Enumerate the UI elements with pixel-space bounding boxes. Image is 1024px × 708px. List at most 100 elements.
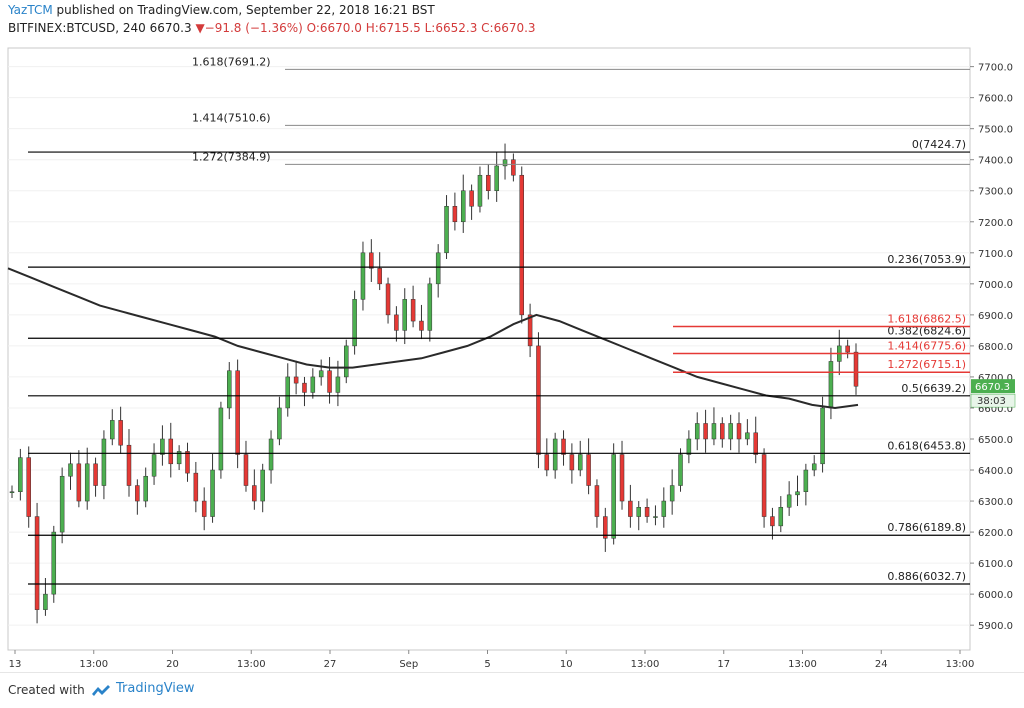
candle-body (519, 174, 524, 316)
price-chart[interactable]: 5900.0 6000.0 6100.0 6200.0 6300.0 6400.0 6500… (0, 40, 1024, 670)
x-tick-label: 17 (717, 659, 730, 670)
candle-body (669, 485, 675, 502)
candle-body (318, 370, 324, 378)
x-tick-label: 10 (560, 659, 573, 670)
candle-body (820, 407, 825, 465)
fib-level-label: 1.414(7510.6) (192, 111, 271, 124)
y-tick-label: 7100.0 (978, 249, 1013, 260)
candle-body (435, 252, 441, 285)
candle-body (327, 370, 332, 393)
y-tick-label: 7300.0 (978, 187, 1013, 198)
candle-body (193, 472, 199, 502)
candle-body (678, 454, 683, 486)
candle-body (93, 463, 98, 486)
y-tick-label: 5900.0 (978, 621, 1013, 632)
fib-level-label: 0.786(6189.8) (887, 521, 966, 534)
candle-body (460, 190, 466, 223)
candle-body (527, 314, 533, 347)
chart-header: YazTCM published on TradingView.com, Sep… (0, 0, 1024, 40)
candle-body (594, 485, 600, 517)
candle-body (853, 351, 859, 387)
candle-body (536, 345, 541, 455)
fib-level-label: 1.618(6862.5) (887, 313, 966, 326)
candle-body (745, 432, 750, 440)
publish-line: YazTCM published on TradingView.com, Sep… (8, 3, 435, 17)
candle-body (469, 190, 474, 207)
plot-area (7, 47, 971, 651)
candle-body (51, 531, 57, 595)
candle-body (803, 469, 809, 492)
candle-body (511, 159, 516, 176)
y-tick-label: 7000.0 (978, 280, 1013, 291)
candle-body (402, 299, 408, 331)
candle-body (577, 454, 583, 471)
author-link[interactable]: YazTCM (8, 3, 53, 17)
moving-average-line (7, 267, 859, 410)
candle-body (369, 252, 374, 269)
candle-body (502, 159, 508, 167)
last-price-label: 6670.3 (975, 382, 1010, 393)
candle-body (394, 314, 399, 331)
candle-body (778, 507, 784, 527)
y-tick-label: 6000.0 (978, 590, 1013, 601)
x-tick-label: 13:00 (79, 659, 108, 670)
countdown-label: 38:03 (977, 396, 1006, 407)
fib-level-label: 1.618(7691.2) (192, 55, 271, 68)
tradingview-logo-icon (92, 685, 110, 696)
x-tick-label: 13:00 (631, 659, 660, 670)
candle-body (644, 507, 650, 517)
candle-body (143, 475, 148, 502)
candle-body (736, 423, 742, 440)
candle-body (703, 423, 708, 440)
candle-body (126, 444, 132, 486)
candle-body (277, 407, 282, 440)
y-tick-label: 6500.0 (978, 435, 1013, 446)
fib-level-label: 0.5(6639.2) (901, 382, 966, 395)
candle-body (761, 454, 767, 517)
candle-body (494, 165, 499, 191)
candle-body (268, 438, 274, 471)
candle-body (335, 376, 341, 393)
candle-body (661, 500, 667, 517)
candle-body (845, 345, 850, 353)
candle-body (76, 463, 82, 502)
candle-body (218, 407, 224, 471)
y-tick-label: 6800.0 (978, 342, 1013, 353)
fib-level-label: 1.272(7384.9) (192, 150, 271, 163)
candle-body (561, 438, 566, 455)
candle-body (444, 206, 449, 254)
fib-level-label: 1.414(6775.6) (887, 339, 966, 352)
fib-level-label: 0.618(6453.8) (887, 439, 966, 452)
candle-body (344, 345, 349, 378)
published-text: published on TradingView.com, September … (56, 3, 435, 17)
candle-body (285, 376, 291, 409)
candle-body (377, 268, 382, 285)
x-tick-label: 13:00 (788, 659, 817, 670)
last-price-tag (971, 379, 1015, 394)
candle-body (586, 454, 591, 486)
fib-level-label: 0.236(7053.9) (887, 253, 966, 266)
low-value: L:6652.3 (424, 21, 478, 35)
candle-body (135, 485, 140, 502)
high-value: H:6715.5 (365, 21, 421, 35)
fib-level-label: 1.272(6715.1) (887, 358, 966, 371)
candle-body (544, 454, 550, 471)
symbol-label: BITFINEX:BTCUSD, 240 (8, 21, 146, 35)
tradingview-brand-link[interactable]: TradingView (116, 681, 195, 696)
candle-body (260, 469, 265, 502)
candle-body (59, 475, 65, 533)
y-tick-label: 7500.0 (978, 125, 1013, 136)
created-with-label: Created with (8, 683, 85, 697)
x-tick-label: 13:00 (237, 659, 266, 670)
candle-body (352, 299, 357, 347)
candle-body (293, 376, 299, 384)
x-tick-label: 13:00 (946, 659, 975, 670)
footer: Created with TradingView (0, 672, 1024, 708)
candle-body (9, 491, 15, 493)
y-tick-label: 6700.0 (978, 373, 1013, 384)
candle-body (811, 463, 817, 471)
candle-body (360, 252, 366, 300)
candle-body (569, 454, 575, 471)
chart-area[interactable]: 5900.0 6000.0 6100.0 6200.0 6300.0 6400.0 6500… (0, 40, 1024, 670)
candle-body (34, 516, 40, 610)
